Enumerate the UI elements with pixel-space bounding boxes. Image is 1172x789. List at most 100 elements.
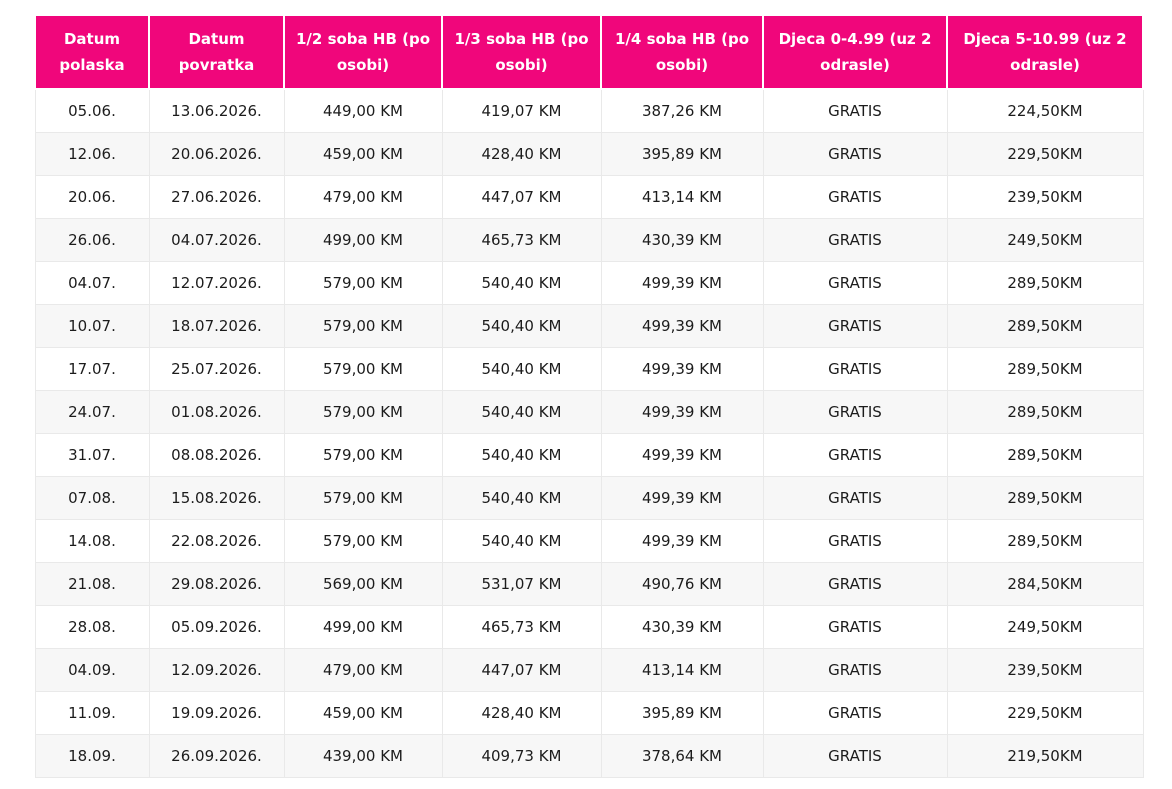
return-date-cell: 29.08.2026. [148, 562, 285, 606]
child-0-4-price-cell: GRATIS [762, 175, 948, 219]
half-double-price-cell: 579,00 KM [283, 390, 443, 434]
half-double-price-cell: 569,00 KM [283, 562, 443, 606]
column-header: Djeca 0-4.99 (uz 2 odrasle) [762, 14, 948, 90]
table-row: 11.09. 19.09.2026. 459,00 KM 428,40 KM 395,8… [34, 691, 1144, 735]
table-row: 14.08. 22.08.2026. 579,00 KM 540,40 KM 499,3… [34, 519, 1144, 563]
third-room-price-cell: 540,40 KM [441, 519, 602, 563]
third-room-price-cell: 428,40 KM [441, 691, 602, 735]
return-date-cell: 12.09.2026. [148, 648, 285, 692]
child-5-10-price-cell: 289,50KM [946, 519, 1144, 563]
third-room-price-cell: 465,73 KM [441, 605, 602, 649]
table-row: 12.06. 20.06.2026. 459,00 KM 428,40 KM 395,8… [34, 132, 1144, 176]
third-room-price-cell: 419,07 KM [441, 88, 602, 133]
table-row: 21.08. 29.08.2026. 569,00 KM 531,07 KM 490,7… [34, 562, 1144, 606]
quad-room-price-cell: 395,89 KM [600, 132, 764, 176]
half-double-price-cell: 459,00 KM [283, 691, 443, 735]
half-double-price-cell: 499,00 KM [283, 218, 443, 262]
quad-room-price-cell: 499,39 KM [600, 390, 764, 434]
quad-room-price-cell: 499,39 KM [600, 476, 764, 520]
table-row: 10.07. 18.07.2026. 579,00 KM 540,40 KM 499,3… [34, 304, 1144, 348]
child-5-10-price-cell: 249,50KM [946, 218, 1144, 262]
third-room-price-cell: 428,40 KM [441, 132, 602, 176]
third-room-price-cell: 540,40 KM [441, 304, 602, 348]
table-row: 31.07. 08.08.2026. 579,00 KM 540,40 KM 499,3… [34, 433, 1144, 477]
table-row: 04.09. 12.09.2026. 479,00 KM 447,07 KM 413,1… [34, 648, 1144, 692]
column-header: Djeca 5-10.99 (uz 2 odrasle) [946, 14, 1144, 90]
departure-date-cell: 04.07. [34, 261, 150, 305]
column-header: Datum povratka [148, 14, 285, 90]
child-0-4-price-cell: GRATIS [762, 605, 948, 649]
child-5-10-price-cell: 289,50KM [946, 476, 1144, 520]
table-row: 04.07. 12.07.2026. 579,00 KM 540,40 KM 499,3… [34, 261, 1144, 305]
table-row: 17.07. 25.07.2026. 579,00 KM 540,40 KM 499,3… [34, 347, 1144, 391]
return-date-cell: 01.08.2026. [148, 390, 285, 434]
child-0-4-price-cell: GRATIS [762, 88, 948, 133]
child-0-4-price-cell: GRATIS [762, 304, 948, 348]
half-double-price-cell: 579,00 KM [283, 347, 443, 391]
child-0-4-price-cell: GRATIS [762, 691, 948, 735]
child-0-4-price-cell: GRATIS [762, 648, 948, 692]
half-double-price-cell: 479,00 KM [283, 648, 443, 692]
departure-date-cell: 11.09. [34, 691, 150, 735]
table-row: 20.06. 27.06.2026. 479,00 KM 447,07 KM 413,1… [34, 175, 1144, 219]
departure-date-cell: 07.08. [34, 476, 150, 520]
child-5-10-price-cell: 219,50KM [946, 734, 1144, 778]
column-header: 1/2 soba HB (po osobi) [283, 14, 443, 90]
quad-room-price-cell: 413,14 KM [600, 648, 764, 692]
quad-room-price-cell: 387,26 KM [600, 88, 764, 133]
child-0-4-price-cell: GRATIS [762, 433, 948, 477]
child-5-10-price-cell: 289,50KM [946, 347, 1144, 391]
child-5-10-price-cell: 249,50KM [946, 605, 1144, 649]
departure-date-cell: 31.07. [34, 433, 150, 477]
third-room-price-cell: 540,40 KM [441, 433, 602, 477]
departure-date-cell: 28.08. [34, 605, 150, 649]
column-header: 1/4 soba HB (po osobi) [600, 14, 764, 90]
quad-room-price-cell: 490,76 KM [600, 562, 764, 606]
return-date-cell: 20.06.2026. [148, 132, 285, 176]
return-date-cell: 26.09.2026. [148, 734, 285, 778]
departure-date-cell: 18.09. [34, 734, 150, 778]
half-double-price-cell: 579,00 KM [283, 519, 443, 563]
half-double-price-cell: 579,00 KM [283, 261, 443, 305]
child-0-4-price-cell: GRATIS [762, 261, 948, 305]
half-double-price-cell: 499,00 KM [283, 605, 443, 649]
departure-date-cell: 14.08. [34, 519, 150, 563]
return-date-cell: 04.07.2026. [148, 218, 285, 262]
child-5-10-price-cell: 289,50KM [946, 390, 1144, 434]
column-header: Datum polaska [34, 14, 150, 90]
child-0-4-price-cell: GRATIS [762, 347, 948, 391]
third-room-price-cell: 447,07 KM [441, 175, 602, 219]
half-double-price-cell: 479,00 KM [283, 175, 443, 219]
departure-date-cell: 21.08. [34, 562, 150, 606]
quad-room-price-cell: 378,64 KM [600, 734, 764, 778]
child-5-10-price-cell: 284,50KM [946, 562, 1144, 606]
child-0-4-price-cell: GRATIS [762, 562, 948, 606]
child-0-4-price-cell: GRATIS [762, 476, 948, 520]
table-row: 26.06. 04.07.2026. 499,00 KM 465,73 KM 430,3… [34, 218, 1144, 262]
departure-date-cell: 12.06. [34, 132, 150, 176]
third-room-price-cell: 447,07 KM [441, 648, 602, 692]
quad-room-price-cell: 499,39 KM [600, 519, 764, 563]
return-date-cell: 08.08.2026. [148, 433, 285, 477]
table-row: 05.06. 13.06.2026. 449,00 KM 419,07 KM 387,2… [34, 88, 1144, 133]
third-room-price-cell: 540,40 KM [441, 347, 602, 391]
departure-date-cell: 20.06. [34, 175, 150, 219]
return-date-cell: 22.08.2026. [148, 519, 285, 563]
child-0-4-price-cell: GRATIS [762, 734, 948, 778]
departure-date-cell: 24.07. [34, 390, 150, 434]
quad-room-price-cell: 430,39 KM [600, 605, 764, 649]
half-double-price-cell: 439,00 KM [283, 734, 443, 778]
third-room-price-cell: 465,73 KM [441, 218, 602, 262]
table-row: 07.08. 15.08.2026. 579,00 KM 540,40 KM 499,3… [34, 476, 1144, 520]
child-0-4-price-cell: GRATIS [762, 218, 948, 262]
return-date-cell: 18.07.2026. [148, 304, 285, 348]
third-room-price-cell: 540,40 KM [441, 476, 602, 520]
quad-room-price-cell: 499,39 KM [600, 433, 764, 477]
child-5-10-price-cell: 239,50KM [946, 648, 1144, 692]
child-5-10-price-cell: 229,50KM [946, 691, 1144, 735]
departure-date-cell: 04.09. [34, 648, 150, 692]
half-double-price-cell: 459,00 KM [283, 132, 443, 176]
child-0-4-price-cell: GRATIS [762, 519, 948, 563]
child-5-10-price-cell: 224,50KM [946, 88, 1144, 133]
price-table-body: 05.06. 13.06.2026. 449,00 KM 419,07 KM 387,2… [34, 88, 1144, 778]
